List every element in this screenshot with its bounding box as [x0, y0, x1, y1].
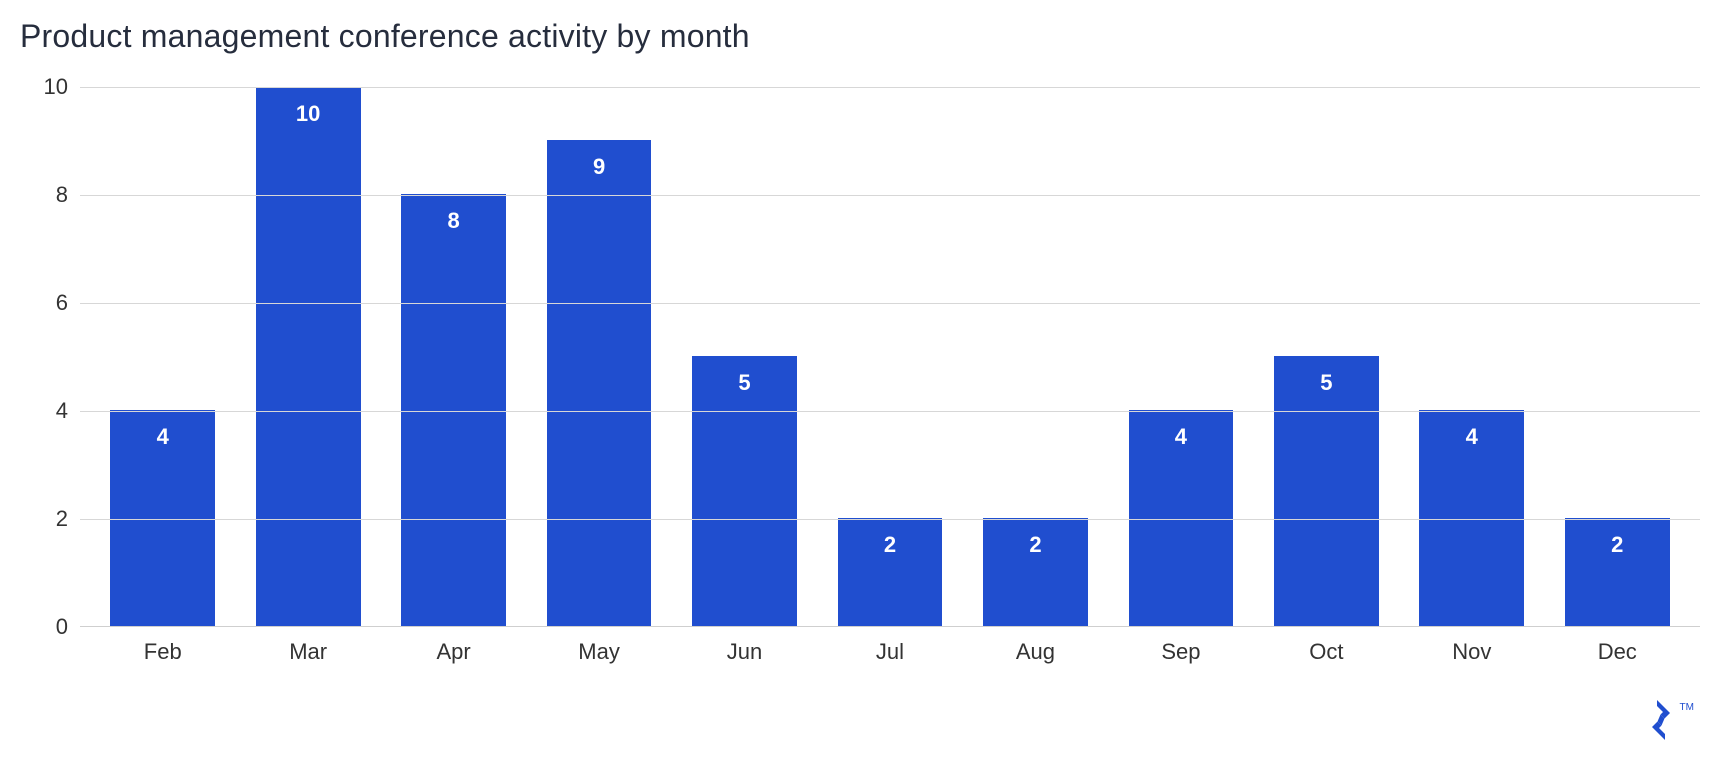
y-tick-label: 2 [56, 506, 68, 532]
bar-value-label: 2 [1611, 532, 1623, 558]
bar: 8 [401, 194, 506, 626]
bar-slot: 10 [235, 87, 380, 626]
grid-line [80, 411, 1700, 412]
bar: 9 [547, 140, 652, 626]
toptal-icon [1644, 700, 1678, 740]
grid-line [80, 519, 1700, 520]
trademark-label: TM [1680, 702, 1694, 713]
bar-slot: 5 [1254, 87, 1399, 626]
bar: 4 [1129, 410, 1234, 626]
y-tick-label: 0 [56, 614, 68, 640]
y-axis: 0246810 [20, 87, 76, 627]
x-tick-label: Feb [90, 639, 235, 665]
bar: 5 [692, 356, 797, 626]
bar-value-label: 9 [593, 154, 605, 180]
bar-slot: 2 [963, 87, 1108, 626]
y-tick-label: 4 [56, 398, 68, 424]
bar: 2 [983, 518, 1088, 626]
x-tick-label: Jul [817, 639, 962, 665]
bar-slot: 5 [672, 87, 817, 626]
x-axis: FebMarAprMayJunJulAugSepOctNovDec [80, 639, 1700, 665]
bar-value-label: 4 [1466, 424, 1478, 450]
y-tick-label: 8 [56, 182, 68, 208]
x-tick-label: Dec [1545, 639, 1690, 665]
x-tick-label: Aug [963, 639, 1108, 665]
bar-value-label: 4 [157, 424, 169, 450]
brand-logo: TM [1644, 700, 1694, 740]
x-tick-label: Apr [381, 639, 526, 665]
bar: 2 [838, 518, 943, 626]
y-tick-label: 6 [56, 290, 68, 316]
bar: 4 [1419, 410, 1524, 626]
x-tick-label: Jun [672, 639, 817, 665]
bar: 4 [110, 410, 215, 626]
bar: 5 [1274, 356, 1379, 626]
grid-line [80, 87, 1700, 88]
y-tick-label: 10 [44, 74, 68, 100]
plot-area: 4 10 8 9 5 2 2 4 5 4 2 [80, 87, 1700, 627]
bars-container: 4 10 8 9 5 2 2 4 5 4 2 [80, 87, 1700, 626]
bar-slot: 2 [817, 87, 962, 626]
bar-slot: 9 [526, 87, 671, 626]
bar-slot: 4 [1108, 87, 1253, 626]
grid-line [80, 303, 1700, 304]
x-tick-label: Nov [1399, 639, 1544, 665]
bar-value-label: 5 [738, 370, 750, 396]
chart-title: Product management conference activity b… [20, 18, 1700, 55]
bar-value-label: 2 [884, 532, 896, 558]
bar-slot: 4 [90, 87, 235, 626]
chart-container: 0 2 4 6 8 10 4 10 8 9 5 2 2 4 5 4 2 FebMarAprMayJunJulA… [20, 87, 1700, 677]
bar-value-label: 5 [1320, 370, 1332, 396]
x-tick-label: Mar [235, 639, 380, 665]
bar-value-label: 4 [1175, 424, 1187, 450]
bar-value-label: 2 [1029, 532, 1041, 558]
bar-slot: 8 [381, 87, 526, 626]
bar-value-label: 10 [296, 101, 320, 127]
x-tick-label: May [526, 639, 671, 665]
bar: 2 [1565, 518, 1670, 626]
grid-line [80, 195, 1700, 196]
bar-slot: 2 [1545, 87, 1690, 626]
bar-value-label: 8 [448, 208, 460, 234]
x-tick-label: Sep [1108, 639, 1253, 665]
bar-slot: 4 [1399, 87, 1544, 626]
bar: 10 [256, 87, 361, 626]
x-tick-label: Oct [1254, 639, 1399, 665]
